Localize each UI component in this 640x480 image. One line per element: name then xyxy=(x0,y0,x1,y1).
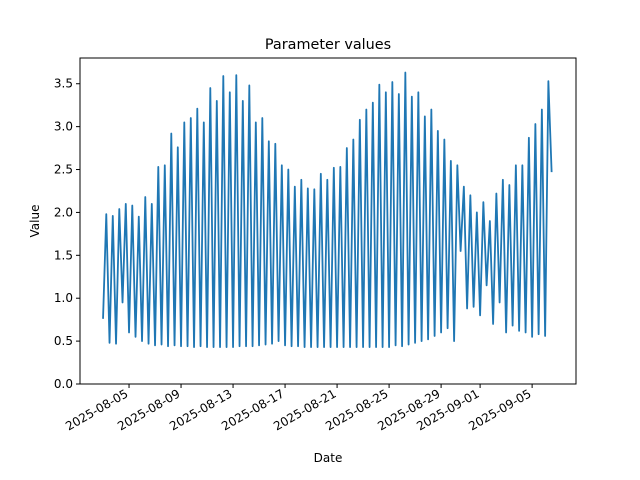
y-tick-label: 1.5 xyxy=(54,248,73,262)
y-tick-label: 3.0 xyxy=(54,120,73,134)
y-tick-label: 0.0 xyxy=(54,377,73,391)
y-tick-label: 2.5 xyxy=(54,163,73,177)
y-tick-label: 0.5 xyxy=(54,334,73,348)
y-tick-label: 1.0 xyxy=(54,291,73,305)
y-axis-label: Value xyxy=(28,205,42,238)
plot-frame xyxy=(79,57,577,385)
y-tick-label: 3.5 xyxy=(54,77,73,91)
x-axis-label: Date xyxy=(314,451,343,465)
data-line xyxy=(102,71,553,349)
y-tick-label: 2.0 xyxy=(54,205,73,219)
chart-title: Parameter values xyxy=(265,37,391,53)
